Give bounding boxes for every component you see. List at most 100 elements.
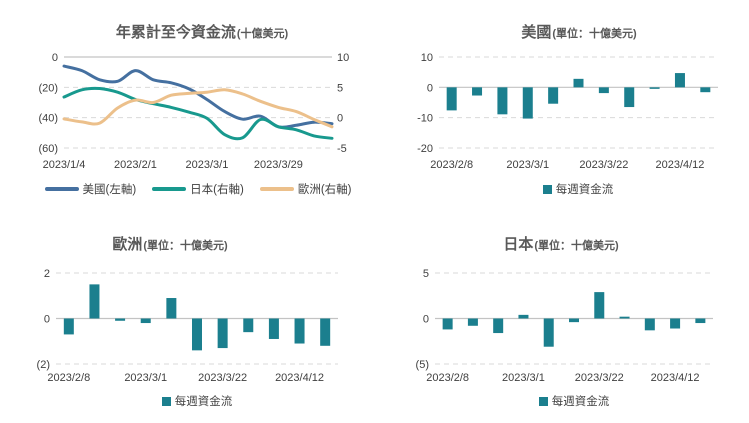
y-tick-label: (20) xyxy=(38,82,58,94)
line-europe xyxy=(62,88,334,129)
ytd-flows-title: 年累計至今資金流(十億美元) xyxy=(52,16,352,44)
x-tick-label: 2023/3/22 xyxy=(575,372,624,384)
bar xyxy=(493,318,504,334)
bar xyxy=(217,318,228,349)
x-tick-label: 2023/3/1 xyxy=(506,159,549,171)
bar xyxy=(472,87,483,96)
europe-weekly-title: 歐洲(單位：十億美元) xyxy=(20,228,320,256)
chart-title-suffix: (單位：十億美元) xyxy=(534,240,619,252)
bar xyxy=(624,87,635,108)
x-tick-label: 2023/3/1 xyxy=(502,372,545,384)
bar xyxy=(268,318,279,339)
japan-weekly-bar-chart: 5 0 (5)2023/2/8 2023/3/1 2023/3/22 2023/4/12 xyxy=(416,268,713,384)
bar xyxy=(446,87,457,111)
bar xyxy=(619,316,630,319)
europe-line-swatch xyxy=(259,187,294,191)
x-tick-label: 2023/4/12 xyxy=(655,159,704,171)
japan-weekly-panel: 日本(單位：十億美元) 5 0 (5) 2023/2/8 2023/3/1 2023/3/… xyxy=(375,212,749,423)
ytd-flows-legend: 美國(左軸) 日本(右軸) 歐洲(右軸) xyxy=(44,181,352,197)
japan-line-swatch xyxy=(152,187,187,191)
weekly-flow-swatch xyxy=(542,184,552,194)
legend-label-weekly-flow: 每週資金流 xyxy=(551,396,610,408)
x-tick-label: 2023/1/4 xyxy=(43,159,86,171)
bar xyxy=(644,318,655,331)
x-tick-label: 2023/3/29 xyxy=(254,159,303,171)
bar xyxy=(674,73,685,88)
legend-label-japan: 日本(右軸) xyxy=(190,184,244,196)
y-tick-label: 0 xyxy=(423,314,429,326)
bar xyxy=(598,87,609,94)
legend-label-weekly-flow: 每週資金流 xyxy=(555,184,614,196)
bar xyxy=(467,318,478,326)
legend-label-us: 美國(左軸) xyxy=(82,184,137,196)
chart-title-suffix: (十億美元) xyxy=(236,28,289,40)
bar xyxy=(573,78,584,88)
bar xyxy=(569,318,579,323)
bar xyxy=(140,318,151,324)
us-line-swatch xyxy=(44,187,79,191)
y-tick-label: (60) xyxy=(38,143,58,155)
x-tick-label: 2023/2/1 xyxy=(114,159,157,171)
legend-item-weekly-flow: 每週資金流 xyxy=(161,393,232,409)
bar xyxy=(89,284,100,319)
chart-title-main: 歐洲 xyxy=(112,236,143,253)
x-tick-label: 2023/3/1 xyxy=(186,159,229,171)
bar xyxy=(649,87,660,89)
bar xyxy=(543,318,554,347)
x-tick-label: 2023/3/1 xyxy=(124,372,167,384)
chart-title-main: 年累計至今資金流 xyxy=(115,24,236,41)
chart-title-main: 美國 xyxy=(521,24,552,41)
legend-item-europe: 歐洲(右軸) xyxy=(259,181,352,197)
bar xyxy=(670,318,681,329)
bar xyxy=(497,87,508,115)
y-tick-label: -20 xyxy=(417,143,433,155)
bar xyxy=(115,318,126,321)
y-tick-label: 10 xyxy=(421,52,433,64)
us-weekly-legend: 每週資金流 xyxy=(438,181,718,197)
bar xyxy=(320,318,331,346)
japan-weekly-title: 日本(單位：十億美元) xyxy=(411,228,711,256)
legend-item-us: 美國(左軸) xyxy=(44,181,137,197)
y-tick-label: (40) xyxy=(38,113,58,125)
europe-weekly-panel: 歐洲(單位：十億美元) 2 0 (2) 2023/2/8 2023/3/1 2023/3/… xyxy=(0,212,375,423)
legend-item-weekly-flow: 每週資金流 xyxy=(542,181,614,197)
bar xyxy=(243,318,254,333)
y-tick-label: 5 xyxy=(423,268,429,280)
x-tick-label: 2023/3/22 xyxy=(579,159,628,171)
weekly-flow-swatch xyxy=(538,396,548,406)
legend-item-weekly-flow: 每週資金流 xyxy=(538,393,610,409)
weekly-flow-swatch xyxy=(161,396,171,406)
y-tick-label: 0 xyxy=(44,314,50,326)
y-tick-label: 0 xyxy=(427,82,433,94)
us-weekly-title: 美國(單位：十億美元) xyxy=(429,16,729,44)
x-tick-label: 2023/2/8 xyxy=(430,159,473,171)
ytd-flows-line-chart: 0 (20) (40) (60) 10 5 0 -5 2023/1/4 2023/2/1 2023/… xyxy=(38,52,349,171)
bar xyxy=(294,318,305,344)
bar xyxy=(192,318,202,351)
us-weekly-panel: 美國(單位：十億美元) 10 0 -10 -20 2023/2/8 2023/3/1 202… xyxy=(375,0,749,212)
bar xyxy=(695,318,706,324)
x-tick-label: 2023/2/8 xyxy=(47,372,90,384)
legend-item-japan: 日本(右軸) xyxy=(152,181,244,197)
bar xyxy=(166,298,177,319)
chart-title-suffix: (單位：十億美元) xyxy=(143,240,228,252)
line-japan xyxy=(62,86,334,141)
bar xyxy=(700,87,711,93)
right-y-tick-label: 10 xyxy=(337,52,349,64)
y-tick-label: (5) xyxy=(416,359,429,371)
bar xyxy=(594,292,605,319)
y-tick-label: -10 xyxy=(417,113,433,125)
x-tick-label: 2023/4/12 xyxy=(651,372,700,384)
ytd-flows-panel: 年累計至今資金流(十億美元) 0 (20) (40) (60) 10 5 0 -5 2023/1… xyxy=(0,0,375,212)
right-y-tick-label: 5 xyxy=(337,82,343,94)
chart-title-suffix: (單位：十億美元) xyxy=(552,28,637,40)
bar xyxy=(442,318,453,330)
us-weekly-bar-chart: 10 0 -10 -20 2023/2/8 2023/3/1 2023/3/22 2023/4… xyxy=(417,52,718,171)
chart-title-main: 日本 xyxy=(503,236,534,253)
bar xyxy=(548,87,559,104)
x-tick-label: 2023/4/12 xyxy=(275,372,324,384)
bar xyxy=(63,318,74,335)
y-tick-label: (2) xyxy=(37,359,50,371)
x-tick-label: 2023/3/22 xyxy=(198,372,247,384)
